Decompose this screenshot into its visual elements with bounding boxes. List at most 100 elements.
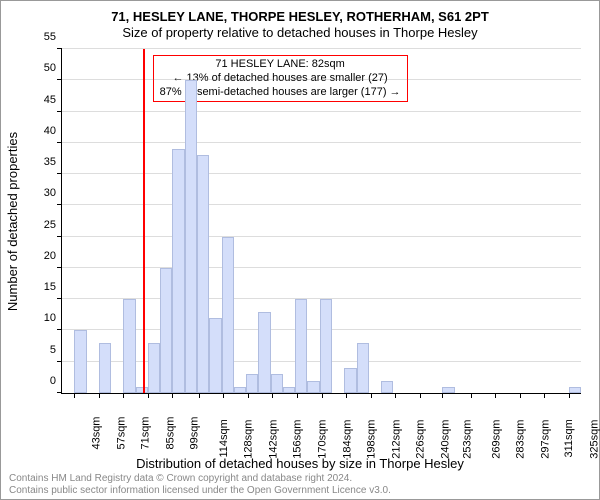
footer-line-1: Contains HM Land Registry data © Crown c… [9,473,391,485]
xtick-label: 212sqm [390,420,402,459]
ytick-label: 5 [50,344,56,356]
xtick-label: 99sqm [189,417,201,450]
ytick-mark [57,204,62,205]
ytick-label: 10 [44,312,56,324]
bar [222,237,234,393]
ytick-label: 0 [50,375,56,387]
xtick-mark [172,393,173,398]
ytick-mark [57,48,62,49]
xtick-label: 226sqm [415,420,427,459]
ytick-label: 15 [44,281,56,293]
bar [258,312,270,393]
bar [344,368,356,393]
xtick-mark [272,393,273,398]
ytick-mark [57,111,62,112]
bar [123,299,135,393]
title-block: 71, HESLEY LANE, THORPE HESLEY, ROTHERHA… [1,9,599,42]
ytick-label: 30 [44,187,56,199]
xtick-label: 128sqm [243,420,255,459]
ytick-label: 55 [44,31,56,43]
xtick-mark [520,393,521,398]
xtick-mark [199,393,200,398]
xtick-mark [569,393,570,398]
xtick-mark [248,393,249,398]
xtick-label: 43sqm [91,417,103,450]
ytick-mark [57,392,62,393]
xtick-mark [544,393,545,398]
xtick-mark [471,393,472,398]
xtick-mark [99,393,100,398]
ytick-label: 45 [44,94,56,106]
xtick-mark [442,393,443,398]
bar [99,343,111,393]
gridline [62,48,581,49]
bar [307,381,319,394]
xtick-label: 311sqm [563,419,575,457]
xtick-mark [74,393,75,398]
xtick-mark [420,393,421,398]
title-line-2: Size of property relative to detached ho… [1,25,599,41]
xtick-label: 57sqm [115,417,127,450]
ytick-mark [57,142,62,143]
ytick-mark [57,361,62,362]
bar [148,343,160,393]
xtick-label: 156sqm [292,420,304,459]
bar [209,318,221,393]
xtick-label: 184sqm [341,420,353,459]
xtick-label: 198sqm [366,420,378,459]
xtick-mark [395,393,396,398]
bar [172,149,184,393]
xtick-label: 71sqm [140,417,152,450]
xtick-label: 269sqm [490,420,502,459]
xtick-mark [495,393,496,398]
ytick-mark [57,236,62,237]
bar [283,387,295,393]
ytick-label: 20 [44,250,56,262]
bar [234,387,246,393]
xtick-label: 283sqm [515,420,527,459]
bar [320,299,332,393]
xtick-label: 240sqm [439,420,451,459]
xtick-label: 114sqm [218,419,230,457]
footer: Contains HM Land Registry data © Crown c… [9,473,391,497]
xtick-mark [346,393,347,398]
gridline [62,236,581,237]
xtick-mark [322,393,323,398]
gridline [62,142,581,143]
bar [442,387,454,393]
bar [569,387,581,393]
bar [381,381,393,394]
ytick-mark [57,329,62,330]
bar [197,155,209,393]
ytick-mark [57,267,62,268]
gridline [62,173,581,174]
bar [295,299,307,393]
ytick-label: 50 [44,62,56,74]
footer-line-2: Contains public sector information licen… [9,485,391,497]
gridline [62,204,581,205]
xtick-label: 297sqm [539,420,551,459]
y-axis-label: Number of detached properties [3,1,23,441]
plot-area: 71 HESLEY LANE: 82sqm ← 13% of detached … [61,49,581,394]
ytick-mark [57,79,62,80]
xtick-mark [371,393,372,398]
marker-line [143,49,145,393]
gridline [62,267,581,268]
ytick-label: 25 [44,219,56,231]
xtick-mark [297,393,298,398]
ytick-label: 35 [44,156,56,168]
bar [357,343,369,393]
xtick-mark [223,393,224,398]
xtick-label: 253sqm [462,420,474,459]
chart-container: 71, HESLEY LANE, THORPE HESLEY, ROTHERHA… [0,0,600,500]
gridline [62,79,581,80]
bar [74,330,86,393]
bar [246,374,258,393]
xtick-mark [148,393,149,398]
bar [185,80,197,393]
ytick-mark [57,173,62,174]
x-axis-label: Distribution of detached houses by size … [1,456,599,471]
ytick-label: 40 [44,125,56,137]
annotation-line-1: 71 HESLEY LANE: 82sqm [160,58,401,72]
title-line-1: 71, HESLEY LANE, THORPE HESLEY, ROTHERHA… [1,9,599,25]
